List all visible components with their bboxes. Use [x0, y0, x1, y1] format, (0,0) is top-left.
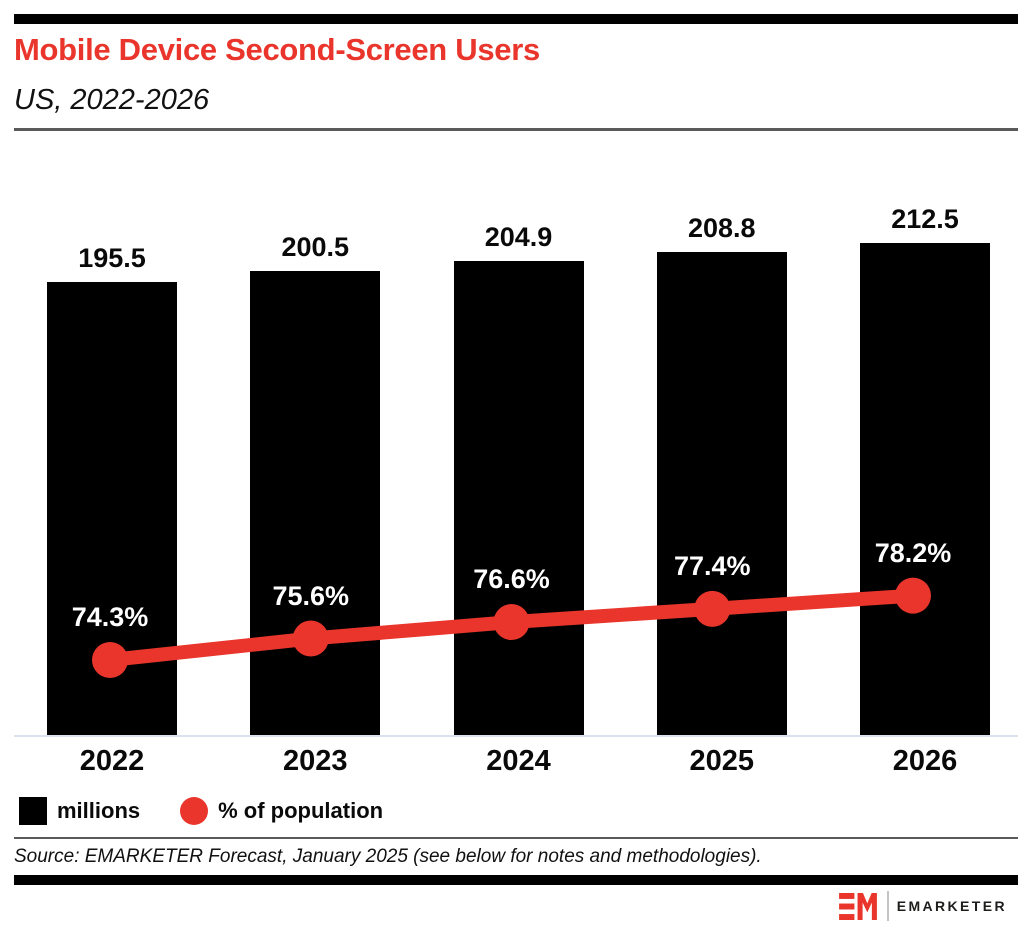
line-point-2024 [493, 604, 530, 641]
bar-value-label-2026: 212.5 [891, 204, 959, 234]
source-note: Source: EMARKETER Forecast, January 2025… [14, 846, 762, 867]
year-label-2023: 2023 [282, 745, 348, 777]
legend: millions % of population [19, 797, 423, 825]
year-label-2026: 2026 [892, 745, 958, 777]
emarketer-logo: EMARKETER [838, 890, 1007, 922]
year-label-2022: 2022 [79, 745, 145, 777]
bar-2025 [656, 251, 787, 735]
bar-value-label-2023: 200.5 [281, 231, 350, 262]
footer-divider [14, 837, 1018, 839]
emarketer-wordmark: EMARKETER [896, 898, 1007, 914]
bar-2023 [250, 270, 381, 735]
bar-series-swatch [19, 797, 47, 825]
emarketer-monogram-icon [838, 892, 877, 920]
bar-value-label-2024: 204.9 [484, 221, 553, 252]
percent-label-2023: 75.6% [272, 580, 350, 611]
header-divider [14, 128, 1018, 131]
line-point-2023 [292, 620, 329, 657]
top-accent-bar [14, 14, 1018, 24]
percent-label-2024: 76.6% [473, 564, 550, 595]
legend-label-millions: millions [57, 798, 141, 823]
bar-2024 [453, 260, 584, 735]
percent-label-2022: 74.3% [71, 602, 149, 632]
legend-item-percent: % of population [180, 797, 383, 825]
x-axis: 2022 2023 2024 2025 2026 [14, 745, 1018, 781]
bar-value-label-2025: 208.8 [687, 212, 756, 243]
plot-area: 195.5 200.5 204.9 208.8 212.5 74.3% 75.6% 76.6%… [14, 140, 1018, 737]
line-point-2026 [895, 577, 931, 614]
chart-title: Mobile Device Second-Screen Users [14, 32, 540, 67]
percent-label-2025: 77.4% [673, 550, 751, 581]
year-label-2025: 2025 [689, 745, 754, 777]
line-point-2022 [92, 642, 128, 678]
percent-label-2026: 78.2% [874, 537, 952, 568]
legend-item-millions: millions [19, 797, 140, 825]
bottom-accent-bar [14, 875, 1018, 885]
year-label-2024: 2024 [486, 745, 551, 777]
bar-2026 [860, 243, 990, 735]
line-series-layer [92, 577, 931, 678]
chart-subtitle: US, 2022-2026 [14, 84, 210, 116]
bar-value-label-2022: 195.5 [78, 243, 146, 274]
line-series-swatch [180, 797, 209, 825]
logo-divider [886, 891, 889, 921]
legend-label-percent: % of population [218, 798, 384, 823]
line-point-2025 [694, 590, 731, 627]
